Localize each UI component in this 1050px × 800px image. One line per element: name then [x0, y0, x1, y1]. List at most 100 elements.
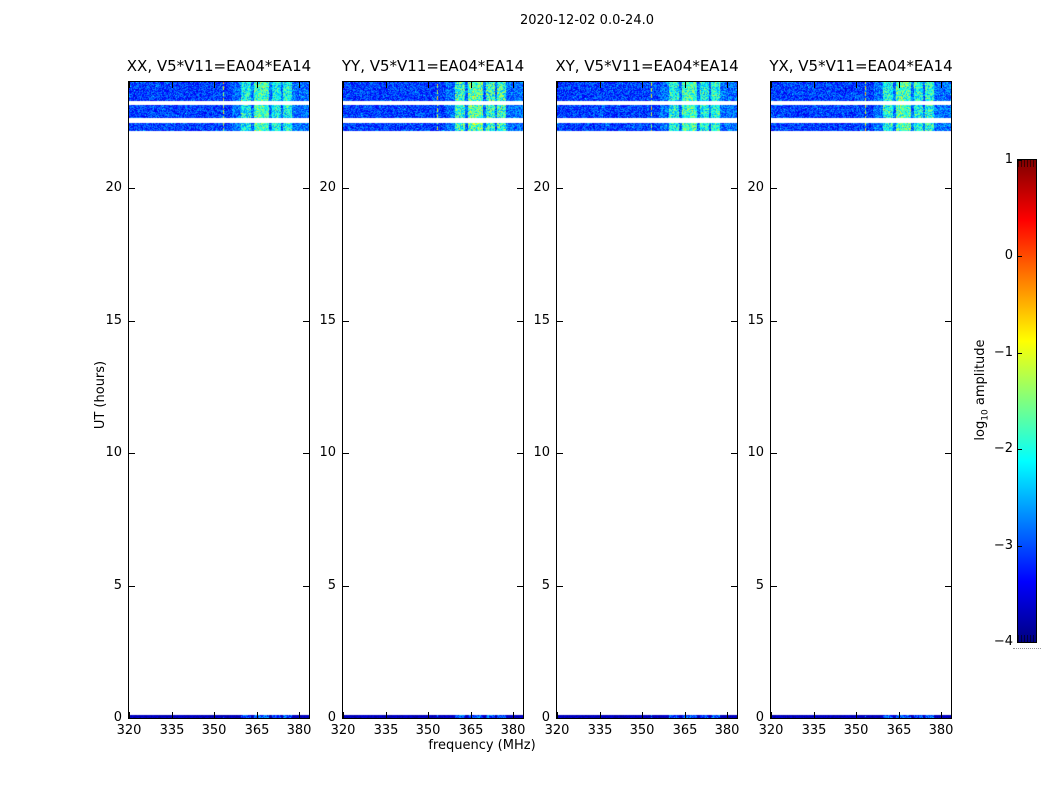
colorbar-tick	[1018, 449, 1022, 450]
x-tick-top	[642, 82, 643, 88]
x-tick-label: 380	[928, 723, 954, 738]
y-tick-label: 10	[105, 445, 122, 460]
y-tick	[557, 188, 563, 189]
x-tick	[513, 712, 514, 718]
y-tick	[343, 453, 349, 454]
y-tick	[129, 188, 135, 189]
x-tick	[685, 712, 686, 718]
y-tick	[771, 586, 777, 587]
x-tick-top	[257, 82, 258, 88]
y-tick	[129, 586, 135, 587]
x-tick	[214, 712, 215, 718]
y-tick	[129, 321, 135, 322]
x-tick	[600, 712, 601, 718]
colorbar-end-hatch-bottom	[1018, 635, 1036, 642]
y-tick-label: 0	[755, 710, 764, 725]
y-tick-label: 0	[327, 710, 336, 725]
spectrogram-panel-xy	[556, 81, 738, 719]
y-tick-label: 20	[747, 180, 764, 195]
x-tick-label: 350	[201, 723, 227, 738]
colorbar-tick	[1018, 353, 1022, 354]
spectrogram-canvas-yy	[343, 82, 523, 718]
y-tick-label: 15	[105, 313, 122, 328]
colorbar-tick-label: −4	[993, 634, 1013, 649]
colorbar-label-subscript: 10	[980, 409, 991, 421]
x-tick-top	[856, 82, 857, 88]
y-tick-label: 20	[105, 180, 122, 195]
spectrogram-canvas-xx	[129, 82, 309, 718]
y-tick	[771, 718, 777, 719]
y-tick	[771, 321, 777, 322]
x-tick-top	[129, 82, 130, 88]
colorbar-underline	[1013, 648, 1041, 649]
x-tick-top	[172, 82, 173, 88]
x-tick-label: 335	[801, 723, 827, 738]
y-tick	[343, 188, 349, 189]
y-tick-right	[517, 718, 523, 719]
x-tick-label: 365	[458, 723, 484, 738]
x-tick-label: 335	[373, 723, 399, 738]
colorbar-tick	[1018, 160, 1022, 161]
y-tick-label: 10	[319, 445, 336, 460]
y-tick-right	[731, 718, 737, 719]
x-tick	[899, 712, 900, 718]
panel-title-yy: YY, V5*V11=EA04*EA14	[341, 57, 525, 75]
y-tick-label: 5	[327, 578, 336, 593]
y-tick-label: 20	[533, 180, 550, 195]
x-tick-top	[386, 82, 387, 88]
y-tick-right	[517, 453, 523, 454]
x-tick-label: 320	[544, 723, 570, 738]
y-tick-right	[945, 188, 951, 189]
x-tick-top	[513, 82, 514, 88]
x-tick-label: 350	[415, 723, 441, 738]
x-tick-label: 380	[714, 723, 740, 738]
y-tick	[343, 321, 349, 322]
x-tick-top	[685, 82, 686, 88]
y-tick-label: 10	[533, 445, 550, 460]
y-tick-right	[517, 188, 523, 189]
y-tick	[771, 453, 777, 454]
y-tick-right	[303, 188, 309, 189]
y-tick-label: 20	[319, 180, 336, 195]
y-tick	[557, 718, 563, 719]
spectrogram-canvas-xy	[557, 82, 737, 718]
x-tick-label: 365	[244, 723, 270, 738]
x-tick	[386, 712, 387, 718]
y-tick	[129, 718, 135, 719]
x-tick-top	[343, 82, 344, 88]
y-tick	[557, 321, 563, 322]
colorbar-tick-label: 1	[1004, 152, 1013, 167]
x-tick-label: 380	[500, 723, 526, 738]
x-tick	[557, 712, 558, 718]
y-tick-right	[945, 453, 951, 454]
x-tick	[771, 712, 772, 718]
x-tick-label: 350	[629, 723, 655, 738]
x-tick	[471, 712, 472, 718]
colorbar-tick	[1018, 256, 1022, 257]
x-tick-top	[899, 82, 900, 88]
x-tick-label: 380	[286, 723, 312, 738]
x-tick	[642, 712, 643, 718]
x-tick	[172, 712, 173, 718]
colorbar-end-hatch-top	[1018, 160, 1036, 167]
y-tick	[557, 586, 563, 587]
panel-title-xx: XX, V5*V11=EA04*EA14	[126, 57, 312, 75]
x-tick-label: 365	[886, 723, 912, 738]
y-tick-right	[517, 586, 523, 587]
x-tick-top	[727, 82, 728, 88]
y-tick-right	[731, 188, 737, 189]
y-tick	[557, 453, 563, 454]
spectrogram-panel-xx	[128, 81, 310, 719]
colorbar-tick-label: −3	[993, 538, 1013, 553]
x-axis-label: frequency (MHz)	[428, 738, 536, 753]
y-tick-right	[731, 453, 737, 454]
y-tick	[343, 586, 349, 587]
x-tick-label: 320	[330, 723, 356, 738]
y-tick-right	[303, 453, 309, 454]
x-tick-label: 350	[843, 723, 869, 738]
y-tick-label: 5	[541, 578, 550, 593]
x-tick-label: 320	[758, 723, 784, 738]
y-tick-label: 0	[113, 710, 122, 725]
x-tick	[299, 712, 300, 718]
